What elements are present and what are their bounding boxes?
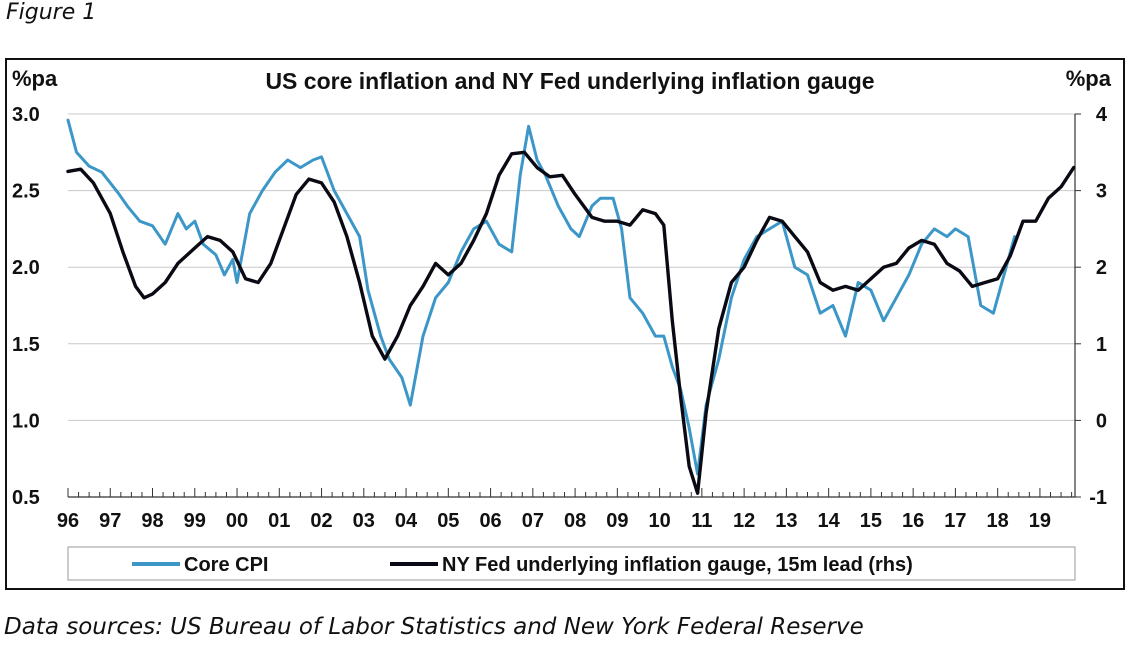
x-tick-label: 07 xyxy=(522,510,544,532)
chart-frame xyxy=(5,58,1125,590)
legend-core-cpi-label: Core CPI xyxy=(184,554,268,576)
x-tick-label: 13 xyxy=(775,510,797,532)
x-tick-label: 10 xyxy=(648,510,670,532)
ny-fed-gauge-line xyxy=(66,150,1076,495)
x-tick-label: 99 xyxy=(184,510,206,532)
right-tick-label: 0 xyxy=(1096,410,1107,432)
x-tick-label: 17 xyxy=(944,510,966,532)
x-tick-label: 02 xyxy=(310,510,332,532)
right-axis-unit: %pa xyxy=(1066,66,1112,91)
x-tick-label: 14 xyxy=(818,510,841,532)
x-tick-label: 01 xyxy=(268,510,290,532)
right-tick-label: 1 xyxy=(1096,334,1107,356)
x-tick-label: 05 xyxy=(437,510,459,532)
left-axis-unit: %pa xyxy=(12,66,58,91)
left-tick-label: 1.5 xyxy=(12,334,40,356)
left-tick-label: 2.0 xyxy=(12,257,40,279)
x-tick-label: 18 xyxy=(987,510,1009,532)
x-tick-label: 06 xyxy=(479,510,501,532)
legend: Core CPI NY Fed underlying inflation gaug… xyxy=(67,546,1076,581)
x-tick-label: 96 xyxy=(57,510,79,532)
left-tick-label: 0.5 xyxy=(12,487,40,509)
chart: US core inflation and NY Fed underlying … xyxy=(12,66,1112,581)
legend-ny-fed-gauge-label: NY Fed underlying inflation gauge, 15m l… xyxy=(442,554,913,576)
x-tick-label: 00 xyxy=(226,510,248,532)
x-tick-label: 04 xyxy=(395,510,418,532)
grid-layer xyxy=(68,113,1075,421)
x-tick-label: 08 xyxy=(564,510,586,532)
x-tick-label: 12 xyxy=(733,510,755,532)
x-tick-label: 19 xyxy=(1029,510,1051,532)
right-tick-label: 4 xyxy=(1096,104,1108,126)
left-tick-label: 3.0 xyxy=(12,104,40,126)
figure-label: Figure 1 xyxy=(6,0,97,25)
right-tick-label: 2 xyxy=(1096,257,1107,279)
legend-box xyxy=(67,546,1076,581)
source-note: Data sources: US Bureau of Labor Statist… xyxy=(4,614,864,640)
x-tick-label: 15 xyxy=(860,510,882,532)
chart-title: US core inflation and NY Fed underlying … xyxy=(265,68,874,94)
x-tick-label: 16 xyxy=(902,510,924,532)
x-tick-label: 09 xyxy=(606,510,628,532)
x-tick-label: 97 xyxy=(99,510,121,532)
series-layer xyxy=(66,118,1076,495)
right-tick-label: 3 xyxy=(1096,181,1107,203)
core-cpi-line xyxy=(66,118,1017,476)
x-tick-label: 98 xyxy=(141,510,163,532)
left-tick-label: 2.5 xyxy=(12,181,40,203)
x-tick-label: 11 xyxy=(691,510,712,532)
x-tick-label: 03 xyxy=(353,510,375,532)
right-tick-label: -1 xyxy=(1089,487,1107,509)
left-tick-label: 1.0 xyxy=(12,410,40,432)
